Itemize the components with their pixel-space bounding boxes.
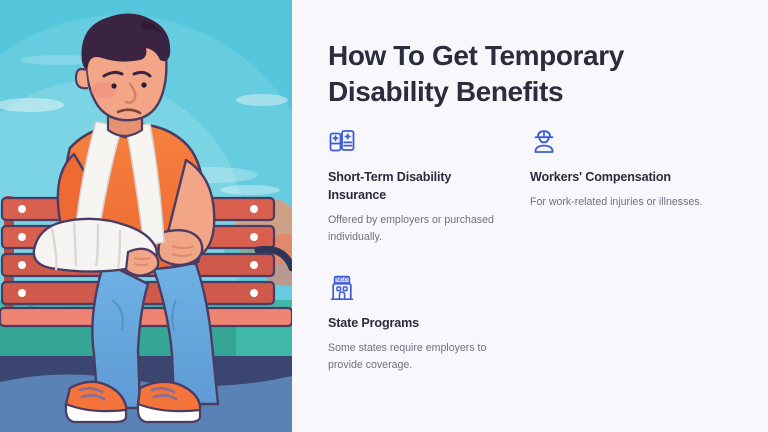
mouth (116, 108, 142, 115)
cloud-4 (20, 55, 100, 65)
eyebrow-right (132, 70, 152, 78)
injured-man-on-bench-illustration (0, 0, 292, 432)
cloud-1 (0, 98, 64, 112)
features-row-1: Short-Term Disability Insurance Offered … (328, 128, 732, 246)
bench-bolts (18, 205, 258, 297)
page-title-line-1: How To Get Temporary (328, 40, 624, 71)
shoe-right (136, 380, 202, 424)
ground-shadow-band (0, 356, 292, 387)
feature-description: Offered by employers or purchased indivi… (328, 213, 494, 243)
bench-post-left (4, 196, 14, 308)
features-row-2: NGO State Programs Some states require e… (328, 274, 732, 374)
eyebrow-left (102, 70, 124, 78)
feature-title: State Programs (328, 316, 419, 331)
features-row-2-spacer (530, 274, 732, 374)
feature-state-programs: NGO State Programs Some states require e… (328, 274, 530, 374)
ear (74, 67, 89, 90)
hand-left-fingers (124, 247, 160, 277)
illustration-panel (0, 0, 292, 432)
feature-description: Some states require employers to provide… (328, 341, 487, 372)
content-panel: How To Get Temporary Disability Benefits… (292, 0, 768, 432)
bandaged-arm (32, 217, 160, 277)
hard-hat-worker-icon (534, 130, 554, 153)
eye-right (141, 82, 147, 88)
ngo-icon-label: NGO (336, 278, 348, 284)
feature-workers-compensation: Workers' Compensation For work-related i… (530, 128, 732, 246)
eye-left (111, 83, 117, 89)
shoe-left (64, 380, 128, 424)
feature-title: Short-Term Disability Insurance (328, 170, 452, 202)
bandage-wrap-lines (50, 221, 122, 271)
bench-arm-rail (254, 245, 292, 272)
feature-description: For work-related injuries or illnesses. (530, 195, 703, 208)
insurance-cards-icon (329, 130, 355, 152)
knee-crease-right (171, 299, 177, 331)
ngo-building-icon: NGO (330, 275, 354, 301)
cloud-2 (236, 94, 288, 106)
feature-short-term-disability-insurance: Short-Term Disability Insurance Offered … (328, 128, 530, 246)
feature-title: Workers' Compensation (530, 170, 671, 184)
bench-seat (0, 306, 292, 328)
leg-right (148, 256, 220, 406)
cheek-blush (91, 82, 117, 98)
nose (124, 82, 137, 104)
page-title: How To Get Temporary Disability Benefits (328, 38, 728, 111)
hand-right-fingers (171, 245, 195, 257)
hair-highlight (142, 22, 162, 34)
page-title-line-2: Disability Benefits (328, 76, 564, 108)
features-grid: Short-Term Disability Insurance Offered … (328, 128, 732, 374)
cloud-5 (220, 185, 280, 195)
knee-crease-left (111, 299, 124, 331)
